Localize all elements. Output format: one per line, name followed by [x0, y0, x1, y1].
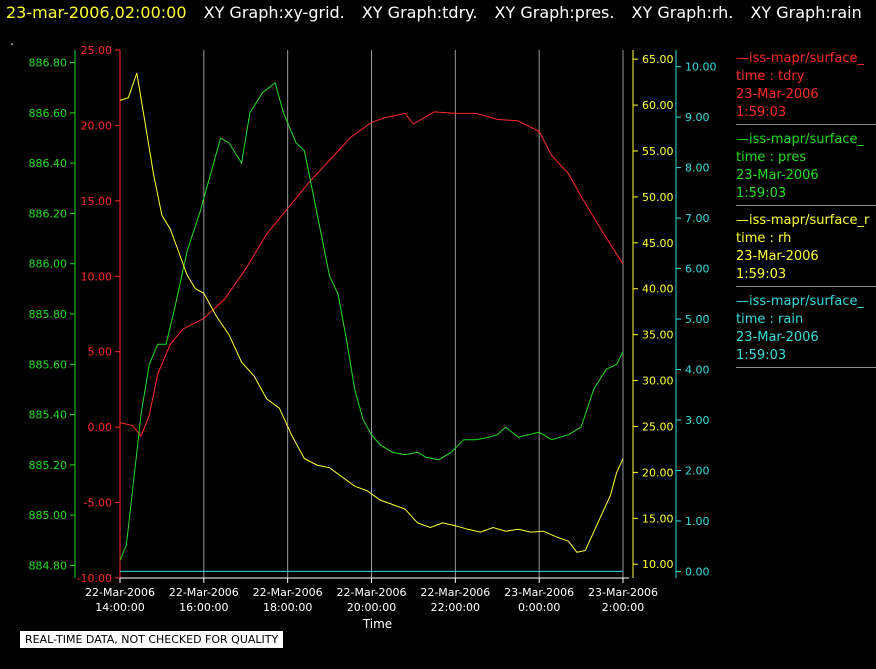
- legend-date: 23-Mar-2006: [736, 330, 819, 345]
- tdry-tick-label: 15.00: [81, 195, 113, 208]
- legend-entry: —iss-mapr/surface_time : tdry 23-Mar-2006…: [736, 50, 876, 125]
- legend-time: 1:59:03: [736, 186, 787, 201]
- legend-line: —iss-mapr/surface_r: [736, 213, 870, 228]
- legend-var: time : pres: [736, 150, 807, 165]
- legend-divider: [736, 367, 876, 368]
- rain-tick-label: 2.00: [685, 464, 710, 477]
- legend-date: 23-Mar-2006: [736, 168, 819, 183]
- legend-divider: [736, 205, 876, 206]
- graph-title-grid: XY Graph:xy-grid.: [203, 3, 345, 22]
- legend-var: time : rh: [736, 231, 792, 246]
- pres-tick-label: 885.60: [29, 358, 68, 371]
- legend-line: —iss-mapr/surface_: [736, 132, 865, 147]
- graph-title-bar: 23-mar-2006,02:00:00 XY Graph:xy-grid. X…: [6, 3, 862, 22]
- graph-title-rh: XY Graph:rh.: [631, 3, 734, 22]
- rh-tick-label: 10.00: [642, 558, 674, 571]
- rh-tick-label: 15.00: [642, 512, 674, 525]
- pres-series-line: [119, 81, 624, 561]
- rain-tick-label: 0.00: [685, 565, 710, 578]
- x-tick-label-time: 2:00:00: [602, 601, 644, 614]
- rh-tick-label: 35.00: [642, 329, 674, 342]
- tdry-tick-label: 0.00: [88, 421, 113, 434]
- pres-tick-label: 886.20: [29, 207, 68, 220]
- legend-entry: —iss-mapr/surface_time : pres 23-Mar-2006…: [736, 131, 876, 206]
- rh-tick-label: 65.00: [642, 53, 674, 66]
- rh-tick-label: 50.00: [642, 191, 674, 204]
- tdry-tick-label: 10.00: [81, 270, 113, 283]
- tdry-series-line: [119, 111, 624, 438]
- pres-tick-label: 886.00: [29, 258, 68, 271]
- rh-tick-label: 30.00: [642, 375, 674, 388]
- legend-line: —iss-mapr/surface_: [736, 51, 865, 66]
- legend-var: time : rain: [736, 312, 804, 327]
- rh-tick-label: 55.00: [642, 145, 674, 158]
- legend-entry: —iss-mapr/surface_time : rain 23-Mar-2006…: [736, 293, 876, 368]
- pres-tick-label: 886.80: [29, 57, 68, 70]
- legend: —iss-mapr/surface_ time : tdry 23-Mar-2006…: [736, 50, 876, 374]
- rh-tick-label: 45.00: [642, 237, 674, 250]
- quality-disclaimer: REAL-TIME DATA, NOT CHECKED FOR QUALITY: [20, 631, 284, 648]
- pres-tick-label: 885.20: [29, 459, 68, 472]
- x-tick-label-time: 16:00:00: [179, 601, 228, 614]
- rh-series-line: [119, 72, 624, 553]
- pres-tick-label: 886.40: [29, 157, 68, 170]
- tdry-tick-label: -10.00: [77, 572, 112, 585]
- x-tick-label-date: 22-Mar-2006: [253, 586, 323, 599]
- rh-tick-label: 20.00: [642, 466, 674, 479]
- graph-title-rain: XY Graph:rain: [750, 3, 862, 22]
- x-tick-label-time: 0:00:00: [518, 601, 560, 614]
- x-tick-label-date: 23-Mar-2006: [504, 586, 574, 599]
- x-tick-label-date: 22-Mar-2006: [337, 586, 407, 599]
- legend-line: —iss-mapr/surface_: [736, 294, 865, 309]
- rh-tick-label: 60.00: [642, 99, 674, 112]
- tdry-tick-label: 20.00: [81, 119, 113, 132]
- timestamp-title: 23-mar-2006,02:00:00: [6, 3, 187, 22]
- pres-tick-label: 885.40: [29, 409, 68, 422]
- legend-divider: [736, 286, 876, 287]
- rain-tick-label: 4.00: [685, 364, 710, 377]
- legend-date: 23-Mar-2006: [736, 87, 819, 102]
- rh-tick-label: 40.00: [642, 283, 674, 296]
- x-tick-label-date: 22-Mar-2006: [85, 586, 155, 599]
- pres-tick-label: 885.80: [29, 308, 68, 321]
- x-tick-label-time: 18:00:00: [263, 601, 312, 614]
- x-tick-label-time: 20:00:00: [347, 601, 396, 614]
- pres-tick-label: 885.00: [29, 509, 68, 522]
- rain-tick-label: 6.00: [685, 263, 710, 276]
- rain-tick-label: 3.00: [685, 414, 710, 427]
- rain-tick-label: 7.00: [685, 212, 710, 225]
- x-axis-title: Time: [362, 617, 392, 631]
- legend-divider: [736, 124, 876, 125]
- rain-tick-label: 10.00: [685, 61, 717, 74]
- x-tick-label-date: 22-Mar-2006: [420, 586, 490, 599]
- status-dot: .: [10, 34, 14, 48]
- pres-tick-label: 884.80: [29, 559, 68, 572]
- legend-time: 1:59:03: [736, 105, 787, 120]
- rain-tick-label: 9.00: [685, 111, 710, 124]
- graph-title-tdry: XY Graph:tdry.: [361, 3, 478, 22]
- tdry-tick-label: 5.00: [88, 346, 113, 359]
- x-tick-label-time: 14:00:00: [95, 601, 144, 614]
- pres-tick-label: 886.60: [29, 107, 68, 120]
- graph-title-pres: XY Graph:pres.: [494, 3, 615, 22]
- tdry-tick-label: -5.00: [84, 497, 112, 510]
- rain-tick-label: 8.00: [685, 162, 710, 175]
- tdry-tick-label: 25.00: [81, 44, 113, 57]
- x-tick-label-date: 22-Mar-2006: [169, 586, 239, 599]
- x-tick-label-time: 22:00:00: [431, 601, 480, 614]
- rain-tick-label: 5.00: [685, 313, 710, 326]
- legend-time: 1:59:03: [736, 348, 787, 363]
- rain-tick-label: 1.00: [685, 515, 710, 528]
- rh-tick-label: 25.00: [642, 420, 674, 433]
- legend-time: 1:59:03: [736, 267, 787, 282]
- legend-date: 23-Mar-2006: [736, 249, 819, 264]
- legend-var: time : tdry: [736, 69, 805, 84]
- x-tick-label-date: 23-Mar-2006: [588, 586, 658, 599]
